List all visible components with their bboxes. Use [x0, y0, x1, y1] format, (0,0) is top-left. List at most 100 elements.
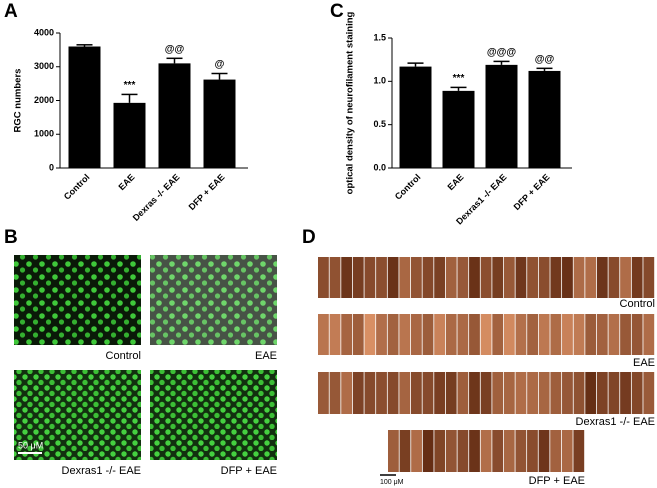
- section: [620, 372, 631, 414]
- y-tick-label: 4000: [34, 27, 54, 37]
- panel-letter: C: [330, 1, 344, 22]
- section: [643, 314, 655, 355]
- section: [376, 314, 387, 355]
- section: [503, 372, 515, 414]
- section: [469, 372, 480, 414]
- section: [608, 314, 620, 355]
- micrographs: 50 μM: [14, 255, 277, 460]
- section: [410, 257, 422, 298]
- section: [515, 372, 527, 414]
- section: [585, 314, 597, 355]
- section: [527, 372, 538, 414]
- section: [399, 430, 411, 472]
- section: [608, 372, 620, 414]
- caption: DFP + EAE: [221, 465, 277, 477]
- y-tick-label: 1.5: [373, 32, 386, 42]
- caption: EAE: [633, 357, 655, 369]
- y-tick-label: 2000: [34, 95, 54, 105]
- section: [329, 314, 341, 355]
- section: [538, 372, 550, 414]
- section: [422, 430, 434, 472]
- significance: @: [215, 59, 225, 70]
- y-tick-label: 0: [49, 162, 54, 172]
- section: [596, 257, 608, 298]
- section: [492, 430, 504, 472]
- x-tick-label: EAE: [116, 172, 136, 192]
- section: [469, 257, 480, 298]
- section: [318, 314, 329, 355]
- section: [329, 372, 341, 414]
- section: [550, 314, 562, 355]
- section: [573, 372, 585, 414]
- section: [399, 314, 411, 355]
- section: [550, 372, 562, 414]
- section: [631, 372, 643, 414]
- x-tick-label: DFP + EAE: [187, 172, 227, 212]
- section: [492, 257, 504, 298]
- section: [643, 257, 655, 298]
- bar: [113, 102, 146, 168]
- micrograph: [150, 370, 277, 460]
- section: [643, 372, 655, 414]
- section: [550, 257, 562, 298]
- panel-letter: D: [302, 227, 316, 248]
- section: [457, 430, 469, 472]
- caption: DFP + EAE: [529, 475, 585, 487]
- micrograph: [150, 255, 277, 345]
- section: [318, 372, 329, 414]
- section: [434, 430, 446, 472]
- section: [573, 314, 585, 355]
- x-tick-label: Dexras -/- EAE: [131, 172, 182, 223]
- section: [585, 372, 597, 414]
- bar: [158, 63, 191, 168]
- section: [434, 314, 446, 355]
- bar: [485, 64, 518, 168]
- panel-letter: B: [4, 227, 18, 248]
- section: [410, 314, 422, 355]
- section: [329, 257, 341, 298]
- section: [573, 257, 585, 298]
- section: [527, 257, 538, 298]
- section: [538, 314, 550, 355]
- bar: [442, 90, 475, 168]
- x-tick-label: DFP + EAE: [512, 172, 552, 212]
- section: [562, 372, 573, 414]
- section: [364, 372, 376, 414]
- section: [387, 257, 399, 298]
- scale-label: 50 μM: [18, 440, 43, 450]
- section: [445, 430, 457, 472]
- section: [538, 430, 550, 472]
- section: [387, 372, 399, 414]
- section: [364, 314, 376, 355]
- section: [480, 372, 492, 414]
- section: [352, 372, 364, 414]
- section: [422, 257, 434, 298]
- section: [411, 430, 422, 472]
- section: [469, 314, 480, 355]
- section: [562, 314, 573, 355]
- section: [503, 314, 515, 355]
- bar: [68, 46, 101, 168]
- y-tick-label: 0.5: [373, 119, 386, 129]
- section: [434, 372, 446, 414]
- y-tick-label: 1.0: [373, 76, 386, 86]
- y-axis-label: RGC numbers: [13, 69, 24, 133]
- section: [422, 372, 434, 414]
- section: [422, 314, 434, 355]
- section: [538, 257, 550, 298]
- caption: Dexras1 -/- EAE: [62, 465, 141, 477]
- x-tick-label: Control: [393, 172, 423, 202]
- caption: EAE: [255, 350, 277, 362]
- section: [352, 257, 364, 298]
- section: [434, 257, 446, 298]
- micrograph: [14, 370, 141, 460]
- y-tick-label: 0.0: [373, 162, 386, 172]
- section: [387, 314, 399, 355]
- section: [515, 314, 527, 355]
- section: [480, 314, 492, 355]
- section: [596, 314, 608, 355]
- panel-letter: A: [4, 1, 18, 22]
- section: [352, 314, 364, 355]
- section: [480, 430, 492, 472]
